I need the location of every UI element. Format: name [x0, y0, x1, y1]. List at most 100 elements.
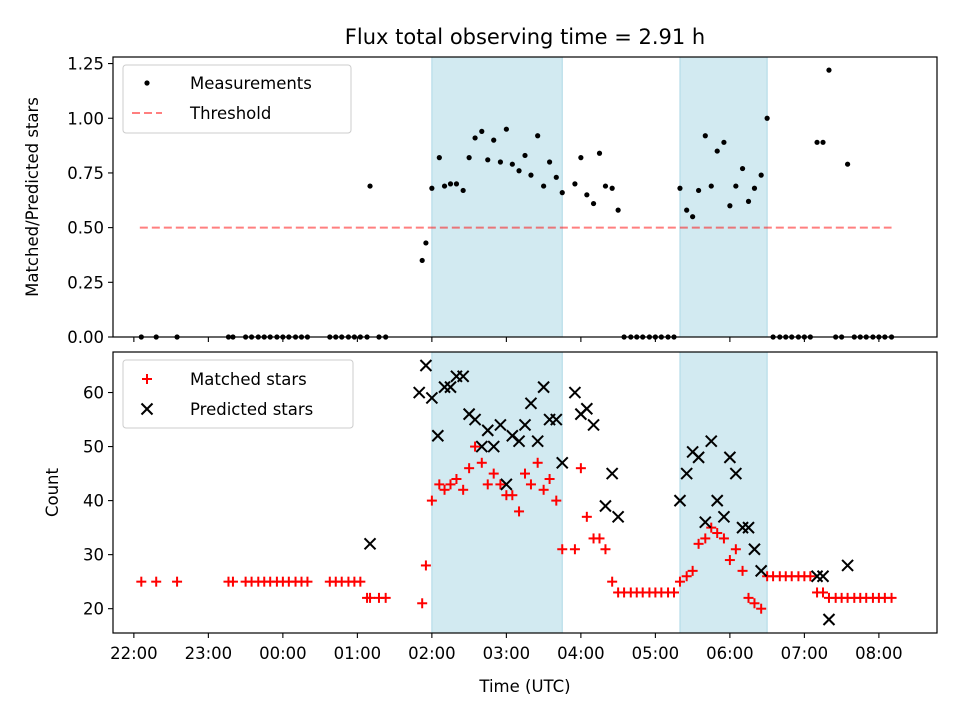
cross-b: [587, 418, 600, 432]
legend-predicted-cross: [140, 402, 154, 416]
predicted-point: [611, 510, 625, 524]
cross-b: [512, 434, 526, 448]
matched-point: [458, 484, 469, 495]
predicted-point: [500, 478, 513, 491]
cross-b: [822, 613, 836, 626]
measurement-point: [572, 181, 578, 187]
cross-b: [456, 370, 470, 383]
measurement-point: [615, 207, 621, 213]
predicted-point: [487, 440, 500, 453]
matched-point: [756, 603, 767, 614]
cross-b: [673, 494, 687, 507]
measurement-point: [553, 174, 559, 180]
measurement-point: [751, 185, 758, 191]
top-panel: 0.00 0.25 0.50 0.75 1.00 1.25 Matched/Predict…: [23, 55, 938, 347]
matched-point: [434, 479, 445, 490]
bottom-legend: Matched stars Predicted stars: [122, 359, 354, 429]
top-axes-frame: [112, 56, 938, 338]
predicted-point: [537, 380, 550, 394]
xtick-label-5: 03:00: [483, 644, 531, 663]
measurement-point: [447, 181, 454, 187]
chart-title: Flux total observing time = 2.91 h: [345, 25, 705, 49]
cross-b: [425, 391, 439, 405]
matched-point: [172, 576, 183, 587]
measurement-point: [721, 139, 727, 145]
measurement-point: [708, 183, 714, 189]
predicted-point: [705, 434, 718, 448]
top-ytick-label-4: 1.00: [67, 109, 104, 128]
xtick-label-6: 04:00: [557, 644, 605, 663]
xtick-label-7: 05:00: [632, 644, 680, 663]
predicted-point: [587, 418, 600, 432]
cross-b: [605, 467, 619, 480]
cross-b: [723, 451, 737, 464]
cross-b: [841, 559, 854, 572]
cross-b: [729, 467, 743, 480]
matched-point: [417, 598, 428, 609]
top-legend-box: [122, 64, 352, 134]
xtick-label-1: 23:00: [185, 644, 233, 663]
predicted-point: [518, 418, 532, 432]
legend-measurements-label: Measurements: [190, 74, 312, 93]
predicted-point: [822, 613, 836, 626]
measurement-point: [479, 128, 485, 134]
cross-b: [524, 397, 538, 410]
predicted-point: [673, 494, 687, 507]
matched-point: [687, 565, 698, 576]
legend-measurements-marker: [144, 80, 150, 86]
cross-b: [711, 494, 724, 507]
matched-point: [445, 479, 456, 490]
matched-point: [749, 598, 760, 609]
cross-b: [568, 386, 582, 399]
measurement-point: [509, 161, 515, 167]
predicted-point: [754, 564, 768, 578]
measurement-point: [541, 183, 547, 189]
shaded-interval-1: [431, 56, 563, 338]
cross-b: [363, 537, 377, 551]
measurement-point: [516, 168, 522, 174]
cross-b: [556, 456, 569, 469]
matched-point: [451, 473, 462, 484]
measurement-point: [677, 185, 683, 191]
matched-point: [365, 592, 376, 603]
measurement-point: [578, 155, 584, 161]
matched-point: [575, 463, 586, 474]
top-y-axis: 0.00 0.25 0.50 0.75 1.00 1.25: [67, 55, 113, 347]
cross-b: [699, 516, 712, 529]
x-axis-label: Time (UTC): [478, 677, 570, 696]
matched-point: [700, 533, 711, 544]
measurement-point: [590, 200, 597, 207]
matched-stars-series: [136, 441, 897, 614]
legend-threshold-label: Threshold: [189, 104, 271, 123]
legend-matched-label: Matched stars: [190, 370, 307, 389]
cross-b: [599, 499, 612, 513]
matched-point: [551, 495, 562, 506]
matched-point: [380, 592, 391, 603]
matched-point: [594, 533, 605, 544]
matched-point: [495, 479, 506, 490]
cross-b: [692, 451, 705, 464]
matched-point: [514, 506, 525, 517]
predicted-point: [524, 397, 538, 410]
xtick-label-4: 02:00: [408, 644, 456, 663]
cross-b: [537, 380, 550, 394]
top-ytick-label-0: 0.00: [67, 328, 104, 347]
matched-point: [520, 468, 530, 479]
bottom-axes-frame: [112, 351, 938, 634]
measurement-point: [546, 159, 553, 165]
cross-b: [462, 407, 476, 421]
measurement-point: [491, 137, 497, 143]
xtick-label-9: 07:00: [781, 644, 829, 663]
bottom-shaded-regions: [431, 351, 768, 634]
matched-point: [724, 555, 735, 566]
cross-b: [444, 380, 457, 394]
measurement-point: [596, 150, 603, 156]
bottom-y-axis: 20 30 40 50 60: [83, 384, 113, 619]
measurement-point: [497, 159, 504, 165]
shaded-interval-2: [679, 56, 768, 338]
predicted-point: [475, 440, 488, 453]
cross-b: [481, 424, 494, 437]
cross-b: [680, 467, 693, 480]
xtick-label-0: 22:00: [110, 644, 158, 663]
cross-b: [550, 413, 563, 426]
